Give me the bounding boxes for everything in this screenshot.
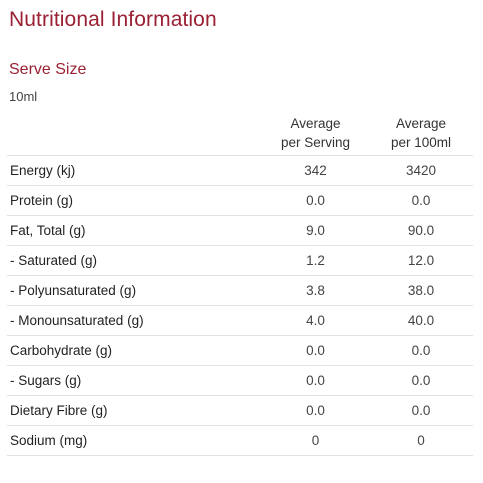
per-100ml-value: 38.0 [369, 275, 473, 306]
table-row: - Saturated (g) 1.2 12.0 [7, 245, 473, 276]
table-header-row: Average per Serving Average per 100ml [7, 112, 473, 156]
per-serving-header-line2: per Serving [280, 134, 351, 150]
nutrient-name: - Polyunsaturated (g) [7, 275, 262, 306]
nutrient-name: Dietary Fibre (g) [7, 395, 262, 426]
nutrient-name: - Sugars (g) [7, 365, 262, 396]
nutrient-name: - Monounsaturated (g) [7, 305, 262, 336]
serve-size-heading: Serve Size [9, 61, 87, 78]
nutrient-name: Fat, Total (g) [7, 215, 262, 246]
per-serving-value: 0.0 [262, 335, 369, 366]
per-100ml-value: 0.0 [369, 185, 473, 216]
per-100ml-value: 0.0 [369, 365, 473, 396]
per-serving-column-header: Average per Serving [262, 112, 369, 156]
per-serving-value: 0 [262, 425, 369, 456]
per-serving-header-line1: Average [290, 115, 341, 131]
per-serving-value: 9.0 [262, 215, 369, 246]
per-100ml-value: 3420 [369, 155, 473, 186]
table-row: Fat, Total (g) 9.0 90.0 [7, 215, 473, 246]
nutrient-column-header [7, 112, 262, 156]
per-serving-value: 342 [262, 155, 369, 186]
per-100ml-column-header: Average per 100ml [369, 112, 473, 156]
table-row: - Sugars (g) 0.0 0.0 [7, 365, 473, 396]
table-row: Carbohydrate (g) 0.0 0.0 [7, 335, 473, 366]
per-100ml-header-line1: Average [395, 115, 447, 131]
nutrition-table: Average per Serving Average per 100ml En… [7, 112, 473, 456]
per-100ml-value: 0 [369, 425, 473, 456]
per-100ml-value: 0.0 [369, 335, 473, 366]
per-serving-value: 0.0 [262, 395, 369, 426]
nutrient-name: - Saturated (g) [7, 245, 262, 276]
per-serving-value: 0.0 [262, 365, 369, 396]
nutrient-name: Energy (kj) [7, 155, 262, 186]
per-100ml-header-line2: per 100ml [390, 134, 452, 150]
table-row: Protein (g) 0.0 0.0 [7, 185, 473, 216]
per-100ml-value: 90.0 [369, 215, 473, 246]
per-serving-value: 4.0 [262, 305, 369, 336]
per-serving-value: 3.8 [262, 275, 369, 306]
page-title: Nutritional Information [9, 8, 217, 31]
per-serving-value: 0.0 [262, 185, 369, 216]
per-100ml-value: 12.0 [369, 245, 473, 276]
nutrient-name: Sodium (mg) [7, 425, 262, 456]
table-row: Energy (kj) 342 3420 [7, 155, 473, 186]
serve-size-value: 10ml [9, 89, 38, 104]
table-row: - Monounsaturated (g) 4.0 40.0 [7, 305, 473, 336]
table-row: - Polyunsaturated (g) 3.8 38.0 [7, 275, 473, 306]
nutrient-name: Protein (g) [7, 185, 262, 216]
per-100ml-value: 0.0 [369, 395, 473, 426]
nutrient-name: Carbohydrate (g) [7, 335, 262, 366]
per-100ml-value: 40.0 [369, 305, 473, 336]
table-row: Sodium (mg) 0 0 [7, 425, 473, 456]
per-serving-value: 1.2 [262, 245, 369, 276]
table-row: Dietary Fibre (g) 0.0 0.0 [7, 395, 473, 426]
